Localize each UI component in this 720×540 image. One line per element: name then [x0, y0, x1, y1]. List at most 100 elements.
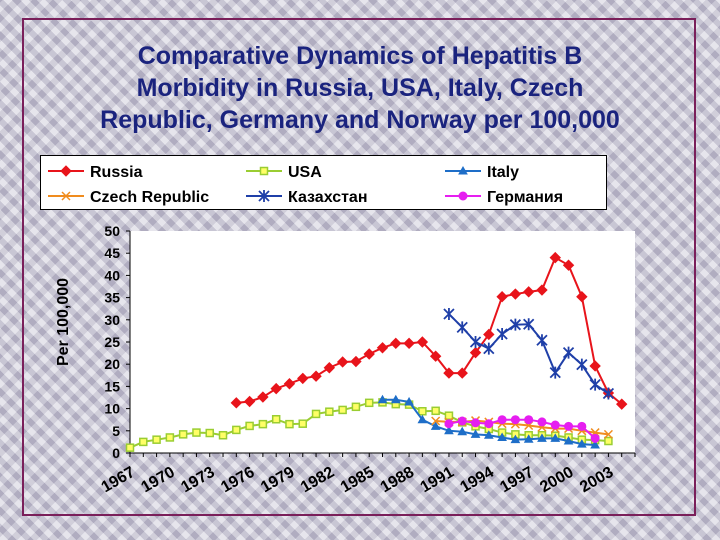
y-tick-label: 30	[104, 312, 120, 328]
y-tick-label: 50	[104, 223, 120, 239]
legend-label: Italy	[487, 164, 519, 181]
data-point-usa	[205, 428, 214, 438]
data-point-russia	[363, 348, 375, 360]
x-tick-label: 1970	[139, 464, 178, 497]
data-point-italy	[537, 433, 547, 442]
legend-marker	[61, 191, 71, 201]
x-tick-label: 1979	[258, 464, 297, 497]
data-point-usa	[125, 443, 135, 452]
y-tick-label: 0	[112, 445, 120, 461]
plot-area	[130, 231, 635, 453]
data-point-russia	[243, 395, 256, 408]
x-tick-label: 1976	[218, 464, 257, 497]
data-point-russia	[336, 356, 349, 368]
data-point-usa	[325, 407, 334, 416]
data-point-германия	[537, 417, 547, 427]
data-point-russia	[509, 288, 522, 300]
data-point-германия	[564, 421, 574, 431]
data-point-казахстан	[536, 334, 548, 347]
data-point-usa	[431, 406, 440, 416]
x-tick-label: 2003	[577, 464, 616, 497]
data-point-russia	[562, 259, 575, 271]
data-point-italy	[483, 430, 494, 439]
data-point-германия	[484, 419, 494, 429]
data-point-russia	[390, 337, 402, 350]
data-point-italy	[377, 394, 388, 404]
data-point-казахстан	[483, 342, 495, 355]
data-point-казахстан	[509, 318, 522, 331]
y-tick-label: 15	[104, 378, 120, 394]
data-point-usa	[351, 402, 361, 412]
data-point-usa	[271, 415, 281, 424]
legend-label: Германия	[487, 189, 563, 206]
data-point-italy	[404, 396, 414, 406]
legend-label: Russia	[90, 164, 143, 181]
data-point-usa	[604, 436, 613, 446]
data-point-usa	[285, 419, 294, 429]
x-tick-label: 1967	[99, 464, 138, 497]
data-point-russia	[469, 346, 482, 359]
data-point-usa	[444, 411, 454, 420]
data-point-казахстан	[562, 346, 575, 359]
data-point-russia	[323, 362, 336, 374]
legend-label: Казахстан	[288, 189, 368, 206]
data-point-russia	[549, 251, 561, 264]
data-point-russia	[522, 286, 535, 298]
data-point-usa	[258, 419, 268, 429]
data-point-казахстан	[443, 308, 455, 321]
data-point-германия	[524, 415, 534, 425]
data-point-германия	[457, 416, 467, 426]
data-point-usa	[218, 430, 228, 440]
data-point-russia	[376, 342, 389, 354]
data-point-russia	[310, 370, 322, 382]
y-tick-label: 35	[104, 290, 120, 306]
legend-marker	[60, 165, 72, 177]
legend-label: USA	[288, 164, 322, 181]
data-point-russia	[536, 284, 548, 296]
data-point-italy	[444, 425, 454, 435]
slide-title: Comparative Dynamics of Hepatitis B Morb…	[30, 40, 690, 136]
data-point-казахстан	[589, 378, 601, 391]
data-point-russia	[429, 350, 442, 362]
data-point-usa	[165, 433, 175, 442]
data-point-italy	[510, 434, 521, 444]
data-point-usa	[139, 437, 148, 447]
data-point-russia	[576, 291, 588, 303]
chart-legend	[40, 155, 607, 210]
data-point-russia	[443, 367, 455, 379]
y-tick-label: 25	[104, 334, 120, 350]
data-point-russia	[257, 391, 269, 403]
data-point-usa	[338, 405, 347, 415]
y-tick-label: 5	[112, 423, 120, 439]
data-point-italy	[563, 436, 574, 445]
data-point-usa	[311, 409, 321, 419]
data-point-russia	[483, 328, 495, 341]
data-point-russia	[230, 397, 243, 409]
data-point-usa	[298, 419, 308, 428]
x-tick-label: 1985	[338, 464, 377, 497]
data-point-italy	[470, 429, 481, 438]
x-tick-label: 1973	[178, 464, 217, 497]
data-point-italy	[550, 433, 561, 442]
title-line-3: Republic, Germany and Norway per 100,000	[100, 106, 620, 134]
data-point-russia	[589, 360, 601, 372]
data-point-italy	[590, 440, 600, 449]
data-point-usa	[178, 430, 188, 439]
data-point-czech-republic	[431, 416, 441, 426]
data-point-usa	[245, 421, 254, 431]
data-point-германия	[471, 418, 481, 428]
data-point-czech-republic	[603, 429, 613, 439]
y-tick-label: 10	[104, 401, 120, 417]
data-point-italy	[430, 421, 441, 430]
data-point-russia	[416, 336, 429, 348]
data-point-russia	[403, 337, 415, 350]
legend-marker	[258, 190, 270, 202]
data-point-казахстан	[549, 366, 561, 379]
data-point-italy	[417, 414, 428, 424]
data-point-казахстан	[576, 358, 588, 371]
data-point-германия	[590, 433, 600, 443]
data-point-германия	[550, 420, 560, 430]
data-point-казахстан	[456, 321, 468, 334]
data-point-казахстан	[496, 328, 508, 341]
data-point-usa	[364, 398, 374, 408]
